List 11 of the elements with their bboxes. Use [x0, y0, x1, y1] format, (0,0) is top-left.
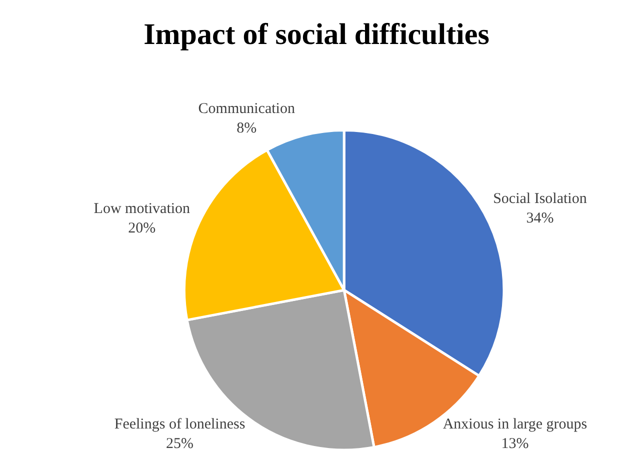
data-label: 34% [526, 210, 554, 227]
data-label: 13% [501, 436, 529, 452]
slice-label: Communication [198, 100, 296, 117]
slice-label: Feelings of loneliness [114, 416, 246, 433]
chart-title: Impact of social difficulties [144, 18, 490, 51]
data-label: 20% [128, 220, 156, 237]
slice-label: Low motivation [94, 201, 191, 218]
data-label: 8% [236, 120, 257, 136]
data-label: 25% [166, 436, 194, 452]
slice-label: Anxious in large groups [442, 416, 588, 433]
slice-label: Social Isolation [493, 191, 588, 208]
